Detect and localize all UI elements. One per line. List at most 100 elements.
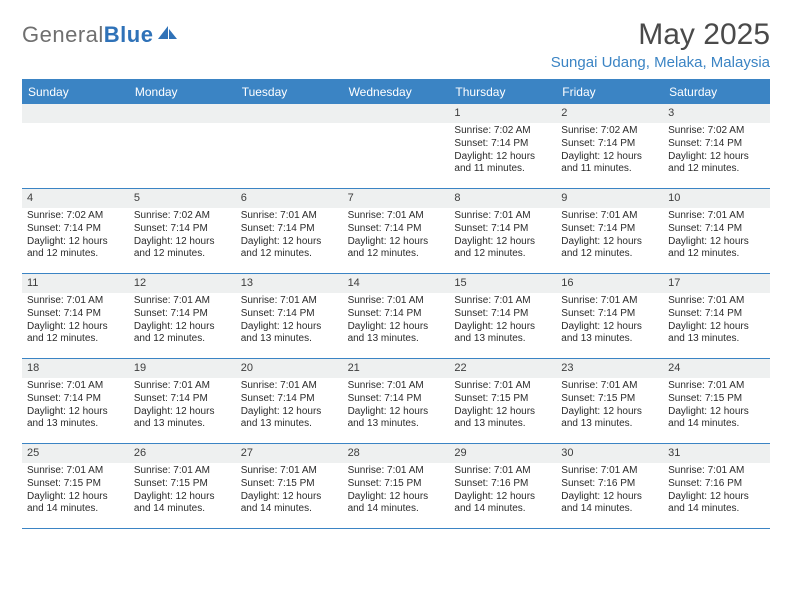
day-body: Sunrise: 7:02 AMSunset: 7:14 PMDaylight:… — [129, 210, 236, 265]
day-body: Sunrise: 7:01 AMSunset: 7:14 PMDaylight:… — [556, 295, 663, 350]
day-info-line: Sunset: 7:14 PM — [134, 393, 231, 406]
day-info-line: Sunrise: 7:01 AM — [561, 380, 658, 393]
day-info-line: Sunset: 7:14 PM — [348, 308, 445, 321]
day-cell: 17Sunrise: 7:01 AMSunset: 7:14 PMDayligh… — [663, 274, 770, 358]
day-cell: 5Sunrise: 7:02 AMSunset: 7:14 PMDaylight… — [129, 189, 236, 273]
logo-word-2: Blue — [104, 22, 154, 47]
day-cell-empty: . — [236, 104, 343, 188]
day-info-line: Sunrise: 7:01 AM — [134, 295, 231, 308]
day-cell: 13Sunrise: 7:01 AMSunset: 7:14 PMDayligh… — [236, 274, 343, 358]
day-info-line: Daylight: 12 hours — [134, 406, 231, 419]
dow-friday: Friday — [556, 81, 663, 104]
day-cell: 15Sunrise: 7:01 AMSunset: 7:14 PMDayligh… — [449, 274, 556, 358]
day-body: Sunrise: 7:01 AMSunset: 7:14 PMDaylight:… — [449, 210, 556, 265]
day-info-line: Daylight: 12 hours — [348, 491, 445, 504]
day-body: Sunrise: 7:01 AMSunset: 7:15 PMDaylight:… — [663, 380, 770, 435]
day-info-line: Sunset: 7:15 PM — [27, 478, 124, 491]
day-body: Sunrise: 7:01 AMSunset: 7:15 PMDaylight:… — [343, 465, 450, 520]
day-info-line: Sunrise: 7:02 AM — [454, 125, 551, 138]
day-info-line: and 12 minutes. — [134, 333, 231, 346]
day-info-line: and 13 minutes. — [454, 418, 551, 431]
day-info-line: and 12 minutes. — [27, 248, 124, 261]
dow-saturday: Saturday — [663, 81, 770, 104]
day-cell: 21 Sunrise: 7:01 AMSunset: 7:14 PMDayligh… — [343, 359, 450, 443]
dow-tuesday: Tuesday — [236, 81, 343, 104]
day-number: 27 — [236, 444, 343, 463]
day-number: 21 — [343, 359, 450, 378]
day-info-line: Sunset: 7:16 PM — [561, 478, 658, 491]
day-info-line: Daylight: 12 hours — [134, 321, 231, 334]
day-body: Sunrise: 7:01 AMSunset: 7:14 PMDaylight:… — [663, 295, 770, 350]
day-body: Sunrise: 7:02 AMSunset: 7:14 PMDaylight:… — [449, 125, 556, 180]
day-info-line: Daylight: 12 hours — [241, 406, 338, 419]
day-info-line: Daylight: 12 hours — [454, 151, 551, 164]
day-info-line: Sunrise: 7:01 AM — [454, 465, 551, 478]
day-body: Sunrise: 7:01 AMSunset: 7:16 PMDaylight:… — [556, 465, 663, 520]
day-body: Sunrise: 7:02 AMSunset: 7:14 PMDaylight:… — [663, 125, 770, 180]
day-info-line: and 14 minutes. — [454, 503, 551, 516]
day-body: Sunrise: 7:01 AMSunset: 7:14 PMDaylight:… — [663, 210, 770, 265]
day-body: Sunrise: 7:01 AMSunset: 7:14 PMDaylight:… — [22, 380, 129, 435]
week-row: 4Sunrise: 7:02 AMSunset: 7:14 PMDaylight… — [22, 189, 770, 274]
day-info-line: Sunset: 7:14 PM — [348, 393, 445, 406]
day-cell: 8Sunrise: 7:01 AMSunset: 7:14 PMDaylight… — [449, 189, 556, 273]
day-number: 26 — [129, 444, 236, 463]
day-info-line: Sunset: 7:14 PM — [134, 223, 231, 236]
day-info-line: Sunset: 7:15 PM — [134, 478, 231, 491]
day-cell: 19Sunrise: 7:01 AMSunset: 7:14 PMDayligh… — [129, 359, 236, 443]
month-title: May 2025 — [551, 18, 770, 52]
day-info-line: Sunrise: 7:01 AM — [27, 380, 124, 393]
day-of-week-header: Sunday Monday Tuesday Wednesday Thursday… — [22, 81, 770, 104]
day-cell: 4Sunrise: 7:02 AMSunset: 7:14 PMDaylight… — [22, 189, 129, 273]
day-info-line: Sunset: 7:14 PM — [27, 223, 124, 236]
day-info-line: Sunrise: 7:01 AM — [27, 465, 124, 478]
day-body: Sunrise: 7:02 AMSunset: 7:14 PMDaylight:… — [22, 210, 129, 265]
day-info-line: Sunset: 7:14 PM — [241, 393, 338, 406]
day-info-line: and 12 minutes. — [27, 333, 124, 346]
day-body — [22, 125, 129, 129]
day-info-line: Sunrise: 7:01 AM — [561, 465, 658, 478]
day-cell: 30 Sunrise: 7:01 AMSunset: 7:16 PMDayligh… — [556, 444, 663, 528]
day-body: Sunrise: 7:01 AMSunset: 7:14 PMDaylight:… — [129, 380, 236, 435]
day-number: . — [129, 104, 236, 123]
day-info-line: and 14 minutes. — [27, 503, 124, 516]
day-info-line: Daylight: 12 hours — [561, 151, 658, 164]
day-info-line: Sunset: 7:14 PM — [668, 138, 765, 151]
day-info-line: Daylight: 12 hours — [27, 406, 124, 419]
day-info-line: Sunset: 7:15 PM — [241, 478, 338, 491]
day-number: 15 — [449, 274, 556, 293]
day-info-line: Daylight: 12 hours — [134, 491, 231, 504]
day-info-line: Daylight: 12 hours — [348, 321, 445, 334]
day-info-line: Sunset: 7:14 PM — [454, 308, 551, 321]
day-cell: 25Sunrise: 7:01 AMSunset: 7:15 PMDayligh… — [22, 444, 129, 528]
day-cell: 22Sunrise: 7:01 AMSunset: 7:15 PMDayligh… — [449, 359, 556, 443]
day-cell: 2Sunrise: 7:02 AMSunset: 7:14 PMDaylight… — [556, 104, 663, 188]
day-cell-empty: . — [22, 104, 129, 188]
day-info-line: and 13 minutes. — [348, 333, 445, 346]
day-body: Sunrise: 7:01 AMSunset: 7:14 PMDaylight:… — [343, 380, 450, 435]
day-number: 30 — [556, 444, 663, 463]
day-info-line: Daylight: 12 hours — [348, 236, 445, 249]
week-row: ....1Sunrise: 7:02 AMSunset: 7:14 PMDayl… — [22, 104, 770, 189]
day-cell-empty: . — [129, 104, 236, 188]
day-info-line: Daylight: 12 hours — [454, 406, 551, 419]
day-info-line: Sunset: 7:15 PM — [561, 393, 658, 406]
day-cell-empty: . — [343, 104, 450, 188]
day-body: Sunrise: 7:01 AMSunset: 7:15 PMDaylight:… — [236, 465, 343, 520]
day-info-line: Daylight: 12 hours — [668, 491, 765, 504]
day-info-line: Sunset: 7:14 PM — [241, 308, 338, 321]
day-cell: 24Sunrise: 7:01 AMSunset: 7:15 PMDayligh… — [663, 359, 770, 443]
day-number: 7 — [343, 189, 450, 208]
day-info-line: Sunrise: 7:01 AM — [27, 295, 124, 308]
day-info-line: Sunset: 7:14 PM — [454, 223, 551, 236]
day-info-line: Sunrise: 7:01 AM — [561, 210, 658, 223]
day-info-line: Sunset: 7:14 PM — [561, 308, 658, 321]
day-cell: 9Sunrise: 7:01 AMSunset: 7:14 PMDaylight… — [556, 189, 663, 273]
day-body: Sunrise: 7:02 AMSunset: 7:14 PMDaylight:… — [556, 125, 663, 180]
day-info-line: Daylight: 12 hours — [561, 321, 658, 334]
day-cell: 28Sunrise: 7:01 AMSunset: 7:15 PMDayligh… — [343, 444, 450, 528]
day-number: 6 — [236, 189, 343, 208]
day-info-line: Sunrise: 7:01 AM — [348, 465, 445, 478]
week-row: 18Sunrise: 7:01 AMSunset: 7:14 PMDayligh… — [22, 359, 770, 444]
day-number: 12 — [129, 274, 236, 293]
